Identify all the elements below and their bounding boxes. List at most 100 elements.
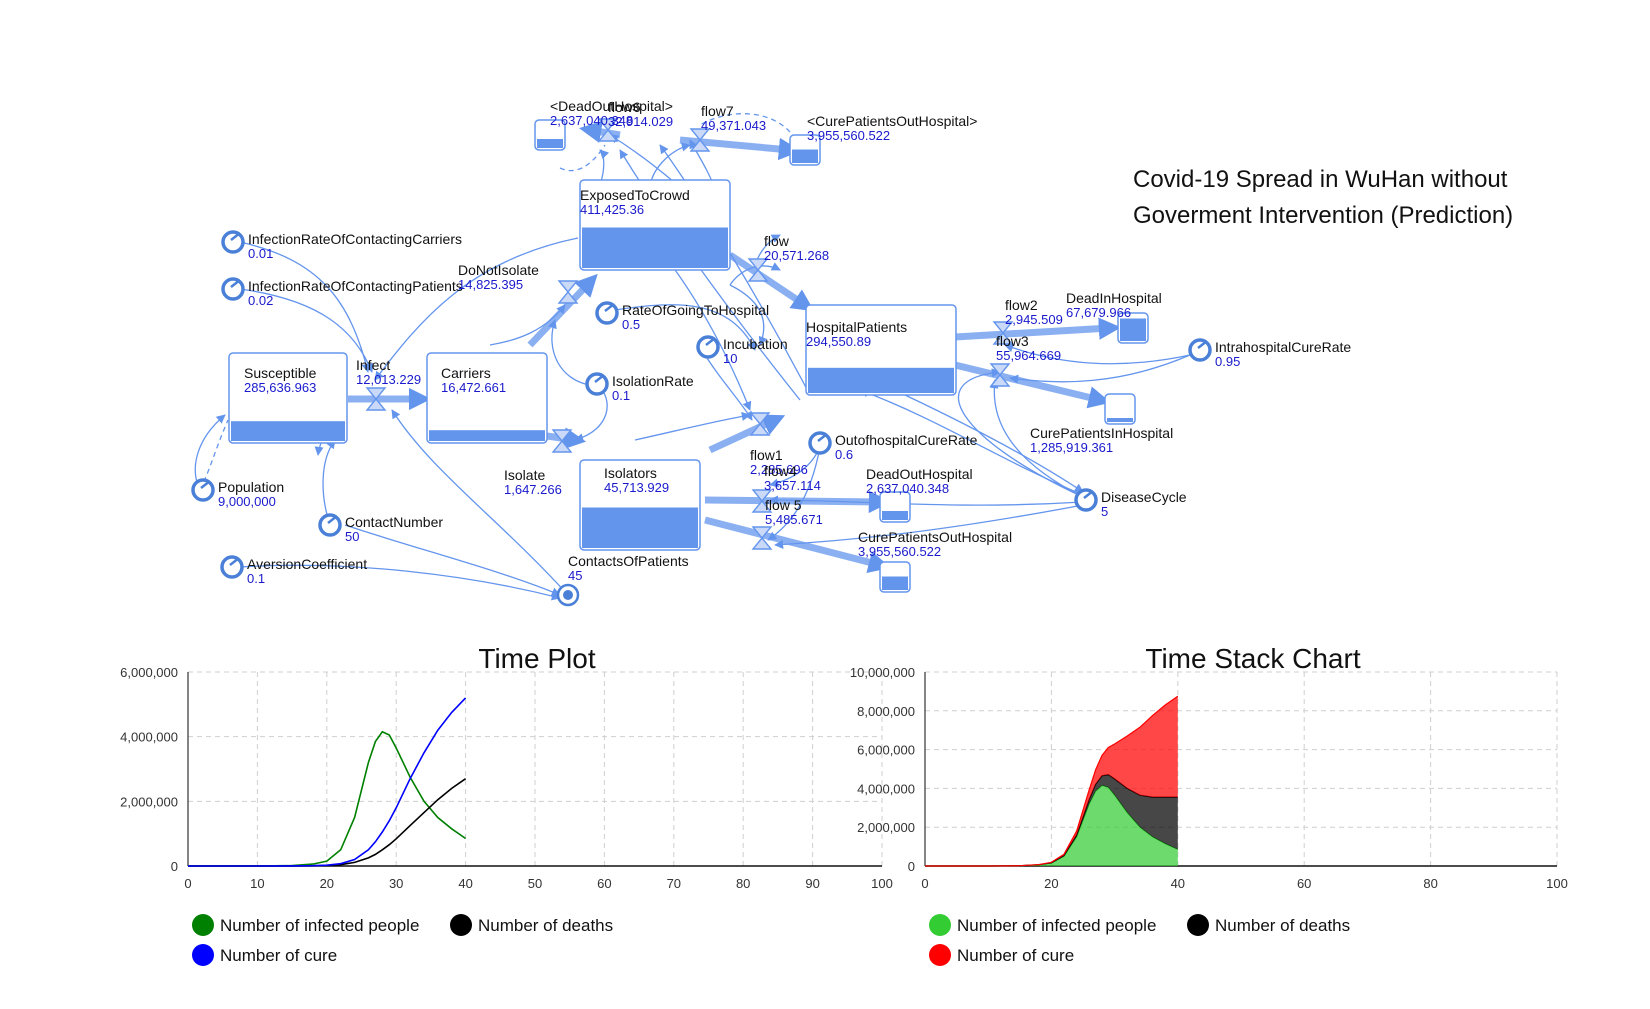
x-tick-label: 80 xyxy=(736,876,750,891)
variable-value: 0.1 xyxy=(612,388,630,403)
legend-swatch xyxy=(192,914,214,936)
valve-flow1[interactable] xyxy=(749,412,771,436)
stock-curepatientsouthospital[interactable]: <CurePatientsOutHospital>3,955,560.522 xyxy=(789,113,977,166)
variable-value: 0.5 xyxy=(622,317,640,332)
variable-needle xyxy=(705,337,716,346)
stock-name: HospitalPatients xyxy=(806,319,907,335)
time-plot-chart: 0 10 20 30 40 50 60 70 80 90 100 0 2,000,000 4,000,00… xyxy=(120,643,893,966)
x-tick-label: 0 xyxy=(921,876,928,891)
y-tick-label: 4,000,000 xyxy=(857,781,915,796)
flow-name: flow7 xyxy=(701,103,734,119)
series-line-number-of-cure xyxy=(188,697,467,867)
stock-value: 3,955,560.522 xyxy=(807,128,890,143)
valve-icon xyxy=(747,258,769,282)
y-tick-label: 8,000,000 xyxy=(857,704,915,719)
variable-name: Population xyxy=(218,479,284,495)
valve-flow3[interactable] xyxy=(989,363,1011,387)
stock-level xyxy=(231,421,345,441)
stock-name: Susceptible xyxy=(244,365,317,381)
x-tick-label: 40 xyxy=(458,876,472,891)
valve-flow2[interactable] xyxy=(992,321,1014,345)
variable-needle xyxy=(230,232,241,241)
valve-flow4[interactable] xyxy=(751,489,773,513)
valve-infect[interactable] xyxy=(365,387,387,411)
legend-label: Number of deaths xyxy=(478,916,613,935)
flow-flow-5[interactable]: flow 55,485.671 xyxy=(765,497,823,527)
stock-name: CurePatientsInHospital xyxy=(1030,425,1173,441)
stock-value: 1,285,919.361 xyxy=(1030,440,1113,455)
y-tick-label: 6,000,000 xyxy=(120,665,178,680)
series-edge-number-of-cure xyxy=(925,695,1179,867)
valve-flow-5[interactable] xyxy=(751,526,773,550)
legend-item-number-of-cure[interactable]: Number of cure xyxy=(929,944,1074,966)
flow-name: Isolate xyxy=(504,467,545,483)
valve-flow[interactable] xyxy=(747,258,769,282)
x-tick-label: 80 xyxy=(1423,876,1437,891)
valve-donotisolate[interactable] xyxy=(557,280,579,304)
flow-name: Infect xyxy=(356,357,390,373)
stock-level xyxy=(537,139,563,148)
stock-value: 411,425.36 xyxy=(580,202,644,217)
stock-level xyxy=(792,149,818,163)
valve-icon xyxy=(992,321,1014,345)
variable-icon xyxy=(318,513,342,537)
flow-name: DoNotIsolate xyxy=(458,262,539,278)
flow-value: 5,485.671 xyxy=(765,512,823,527)
flow-name: flow 5 xyxy=(765,497,802,513)
legend-item-number-of-deaths[interactable]: Number of deaths xyxy=(450,914,613,936)
legend-item-number-of-cure[interactable]: Number of cure xyxy=(192,944,337,966)
legend-item-number-of-infected-people[interactable]: Number of infected people xyxy=(192,914,419,936)
x-tick-label: 90 xyxy=(805,876,819,891)
stock-value: 2,637,040.348 xyxy=(866,481,949,496)
variable-name: Incubation xyxy=(723,336,788,352)
y-tick-label: 2,000,000 xyxy=(857,820,915,835)
x-tick-label: 10 xyxy=(250,876,264,891)
valve-isolate[interactable] xyxy=(551,429,573,453)
variable-icon xyxy=(1074,488,1098,512)
valve-flow6[interactable] xyxy=(597,118,619,142)
legend-item-number-of-deaths[interactable]: Number of deaths xyxy=(1187,914,1350,936)
legend-item-number-of-infected-people[interactable]: Number of infected people xyxy=(929,914,1156,936)
x-tick-label: 20 xyxy=(1044,876,1058,891)
valve-icon xyxy=(751,526,773,550)
legend-label: Number of cure xyxy=(957,946,1074,965)
flow-value: 20,571.268 xyxy=(764,248,829,263)
valve-icon xyxy=(557,280,579,304)
valve-flow7[interactable] xyxy=(689,128,711,152)
flow-name: flow1 xyxy=(750,447,783,463)
stock-deadouthospital[interactable]: <DeadOutHospital>2,637,040.348 xyxy=(534,98,673,151)
